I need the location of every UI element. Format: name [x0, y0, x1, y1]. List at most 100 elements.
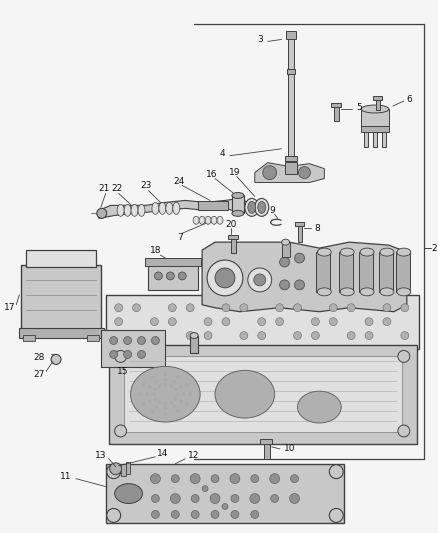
Ellipse shape: [124, 204, 131, 216]
Circle shape: [137, 336, 145, 344]
Circle shape: [257, 318, 265, 326]
Bar: [109, 344, 416, 444]
Ellipse shape: [359, 248, 373, 256]
Bar: [284, 156, 296, 160]
Text: 5: 5: [355, 102, 361, 111]
Circle shape: [137, 351, 145, 358]
Circle shape: [222, 304, 230, 312]
Circle shape: [151, 495, 159, 503]
Circle shape: [275, 304, 283, 312]
Bar: [286, 69, 294, 74]
Bar: [231, 196, 243, 213]
Text: 16: 16: [206, 170, 217, 179]
Circle shape: [114, 304, 122, 312]
Circle shape: [293, 304, 301, 312]
Circle shape: [279, 280, 289, 290]
Ellipse shape: [215, 370, 274, 418]
Text: 28: 28: [33, 353, 45, 362]
Circle shape: [114, 318, 122, 326]
Circle shape: [176, 375, 179, 378]
Bar: [287, 39, 293, 69]
Bar: [294, 222, 304, 226]
Text: 23: 23: [141, 181, 152, 190]
Circle shape: [163, 407, 166, 410]
Circle shape: [215, 268, 234, 288]
Circle shape: [279, 257, 289, 267]
Circle shape: [230, 511, 238, 519]
Ellipse shape: [216, 216, 223, 224]
Circle shape: [211, 511, 219, 519]
Ellipse shape: [359, 288, 373, 296]
Circle shape: [190, 474, 200, 483]
Circle shape: [146, 393, 148, 395]
Circle shape: [249, 494, 259, 504]
Circle shape: [150, 474, 160, 483]
Ellipse shape: [166, 203, 173, 214]
Ellipse shape: [339, 288, 353, 296]
Circle shape: [311, 318, 318, 326]
Text: 9: 9: [269, 206, 275, 215]
Bar: [358, 252, 372, 292]
Circle shape: [153, 398, 156, 400]
Circle shape: [257, 332, 265, 340]
Circle shape: [124, 351, 131, 358]
Circle shape: [239, 304, 247, 312]
Bar: [230, 238, 235, 253]
Text: 14: 14: [156, 449, 168, 458]
Bar: [190, 336, 198, 353]
Circle shape: [211, 475, 219, 482]
Circle shape: [151, 511, 159, 519]
Ellipse shape: [244, 198, 258, 216]
Circle shape: [124, 336, 131, 344]
Circle shape: [51, 354, 61, 365]
Circle shape: [209, 494, 219, 504]
Ellipse shape: [114, 483, 142, 504]
Bar: [372, 96, 381, 100]
Ellipse shape: [231, 211, 243, 216]
Circle shape: [222, 318, 230, 326]
Circle shape: [311, 332, 318, 340]
Circle shape: [163, 378, 166, 382]
Text: 19: 19: [229, 168, 240, 177]
Bar: [259, 439, 271, 444]
Bar: [148, 262, 198, 290]
Bar: [19, 328, 103, 337]
Bar: [339, 252, 352, 292]
Bar: [395, 252, 409, 292]
Circle shape: [186, 304, 194, 312]
Circle shape: [142, 402, 145, 406]
Circle shape: [148, 385, 151, 389]
Bar: [297, 225, 302, 242]
Bar: [316, 252, 329, 292]
Circle shape: [151, 410, 154, 413]
Polygon shape: [99, 198, 247, 219]
Circle shape: [328, 465, 343, 479]
Circle shape: [174, 388, 177, 391]
Text: 15: 15: [117, 367, 128, 376]
Text: 12: 12: [187, 451, 198, 461]
Polygon shape: [254, 163, 324, 182]
Circle shape: [179, 400, 182, 403]
Ellipse shape: [199, 216, 205, 224]
Bar: [281, 242, 289, 257]
Ellipse shape: [205, 216, 211, 224]
Circle shape: [328, 318, 336, 326]
Circle shape: [253, 274, 265, 286]
Circle shape: [270, 495, 278, 503]
Bar: [125, 462, 129, 474]
Bar: [26, 250, 95, 267]
Ellipse shape: [396, 248, 410, 256]
Bar: [124, 357, 401, 432]
Text: 11: 11: [60, 472, 71, 481]
Circle shape: [150, 332, 158, 340]
Ellipse shape: [117, 204, 124, 216]
Circle shape: [132, 304, 140, 312]
Circle shape: [168, 304, 176, 312]
Circle shape: [294, 280, 304, 290]
Circle shape: [400, 304, 408, 312]
Circle shape: [185, 383, 188, 386]
Circle shape: [150, 318, 158, 326]
Circle shape: [139, 393, 141, 395]
Bar: [23, 335, 35, 341]
Ellipse shape: [317, 288, 331, 296]
